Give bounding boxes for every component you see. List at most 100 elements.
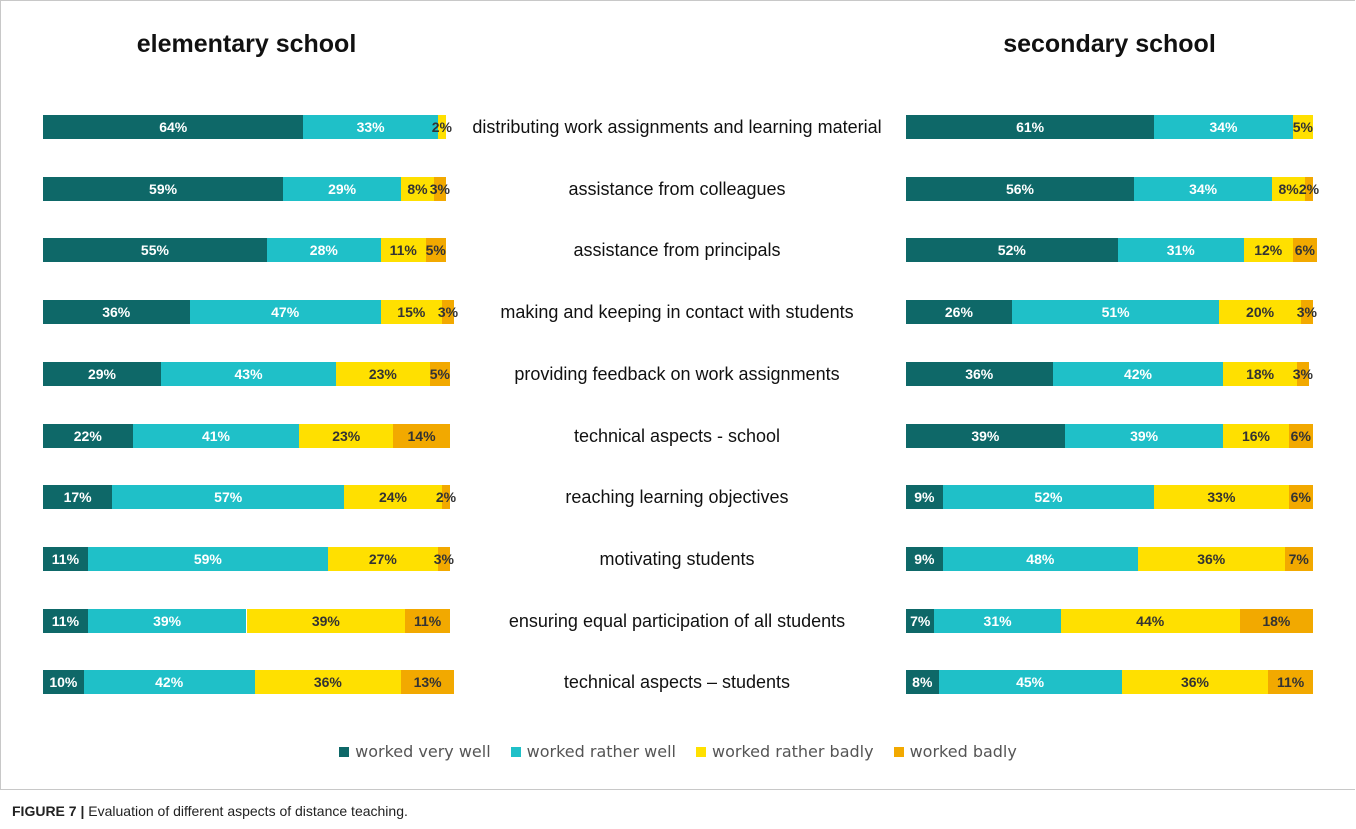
- value-label: 18%: [1246, 365, 1275, 382]
- bar-segment: 36%: [906, 361, 1053, 386]
- bar-segment: 11%: [43, 546, 88, 571]
- value-label: 2%: [431, 119, 452, 135]
- bar-segment: 55%: [43, 238, 267, 263]
- bar-segment: 6%: [1288, 485, 1313, 510]
- frame: [0, 0, 1355, 790]
- bar-segment: 59%: [87, 546, 328, 571]
- bar-segment: 34%: [1154, 115, 1293, 139]
- bar-segment: 9%: [906, 546, 943, 571]
- value-label: 42%: [1123, 365, 1152, 382]
- value-label: 5%: [1292, 119, 1313, 135]
- value-label: 44%: [1136, 612, 1165, 629]
- bar-segment: 61%: [906, 115, 1155, 139]
- value-label: 47%: [271, 304, 300, 321]
- value-label: 34%: [1189, 180, 1218, 197]
- value-label: 16%: [1241, 427, 1271, 444]
- value-label: 57%: [214, 489, 243, 506]
- legend-swatch: [339, 747, 350, 757]
- bar-segment: 51%: [1011, 300, 1220, 325]
- bar-segment: 18%: [1239, 608, 1313, 633]
- bar-segment: 26%: [906, 300, 1012, 325]
- value-label: 26%: [944, 304, 973, 321]
- value-label: 33%: [356, 119, 385, 135]
- value-label: 34%: [1209, 119, 1238, 135]
- value-label: 23%: [368, 365, 397, 382]
- value-label: 39%: [1130, 427, 1159, 444]
- value-label: 55%: [140, 242, 169, 259]
- bar-segment: 39%: [87, 608, 247, 633]
- value-label: 2%: [1298, 180, 1320, 197]
- value-label: 52%: [997, 242, 1026, 259]
- value-label: 33%: [1207, 489, 1236, 506]
- value-label: 3%: [437, 304, 459, 321]
- bar-segment: 45%: [938, 670, 1122, 695]
- value-label: 41%: [201, 427, 230, 444]
- bar-segment: 12%: [1243, 238, 1293, 263]
- bar-segment: 3%: [430, 176, 450, 201]
- value-label: 39%: [971, 427, 1000, 444]
- legend-swatch: [893, 747, 904, 757]
- value-label: 61%: [1016, 119, 1045, 135]
- bar-segment: 36%: [1121, 670, 1269, 695]
- bar-segment: 16%: [1223, 423, 1289, 448]
- legend-item: worked very well: [339, 742, 491, 761]
- value-label: 9%: [914, 550, 935, 567]
- bar-segment: 36%: [254, 670, 402, 695]
- value-label: 8%: [1278, 180, 1299, 197]
- bar-segment: 34%: [1133, 176, 1273, 201]
- category-label: reaching learning objectives: [565, 487, 789, 508]
- value-label: 39%: [153, 612, 182, 629]
- value-label: 7%: [910, 612, 931, 629]
- value-label: 11%: [389, 242, 417, 259]
- value-label: 2%: [435, 489, 457, 506]
- value-label: 3%: [429, 180, 450, 197]
- bar-segment: 7%: [906, 608, 935, 633]
- value-label: 29%: [87, 365, 117, 382]
- value-label: 8%: [912, 674, 933, 691]
- bar-segment: 39%: [246, 608, 406, 633]
- value-label: 27%: [368, 550, 397, 567]
- bar-segment: 3%: [434, 546, 454, 571]
- value-label: 8%: [407, 180, 428, 197]
- value-label: 42%: [155, 674, 184, 691]
- value-label: 28%: [309, 242, 338, 259]
- value-label: 11%: [1276, 674, 1305, 691]
- value-label: 11%: [51, 550, 80, 567]
- bar-segment: 42%: [1052, 361, 1224, 386]
- value-label: 36%: [1197, 550, 1226, 567]
- caption-text: Evaluation of different aspects of dista…: [88, 803, 408, 819]
- bar-segment: 11%: [1268, 670, 1313, 695]
- value-label: 64%: [159, 119, 188, 135]
- bar-segment: 56%: [906, 176, 1134, 201]
- bar-segment: 11%: [43, 608, 88, 633]
- bar-segment: 8%: [1272, 176, 1305, 201]
- bar-segment: 33%: [303, 115, 438, 139]
- value-label: 51%: [1101, 304, 1130, 321]
- legend-label: worked badly: [909, 742, 1017, 761]
- bar-segment: 6%: [1292, 238, 1318, 263]
- value-label: 31%: [1166, 242, 1195, 259]
- bar-segment: 43%: [161, 361, 337, 386]
- value-label: 36%: [965, 365, 994, 382]
- category-label: making and keeping in contact with stude…: [500, 302, 854, 323]
- bar-segment: 39%: [906, 423, 1065, 448]
- legend-label: worked rather well: [526, 742, 676, 761]
- bar-segment: 13%: [401, 670, 455, 695]
- value-label: 59%: [149, 180, 178, 197]
- value-label: 17%: [63, 489, 92, 506]
- bar-segment: 47%: [189, 300, 381, 325]
- bar-segment: 3%: [1297, 300, 1317, 325]
- bar-segment: 3%: [438, 300, 458, 325]
- bar-segment: 64%: [43, 115, 304, 139]
- value-label: 5%: [429, 365, 450, 382]
- panel-title: elementary school: [136, 30, 357, 58]
- bar-segment: 23%: [336, 361, 430, 386]
- value-label: 43%: [234, 365, 263, 382]
- bar-segment: 29%: [283, 176, 402, 201]
- value-label: 48%: [1026, 550, 1055, 567]
- legend-item: worked rather well: [510, 742, 676, 761]
- bar-segment: 5%: [429, 361, 450, 386]
- bar-segment: 18%: [1223, 361, 1297, 386]
- bar-segment: 10%: [43, 670, 84, 695]
- value-label: 23%: [332, 427, 361, 444]
